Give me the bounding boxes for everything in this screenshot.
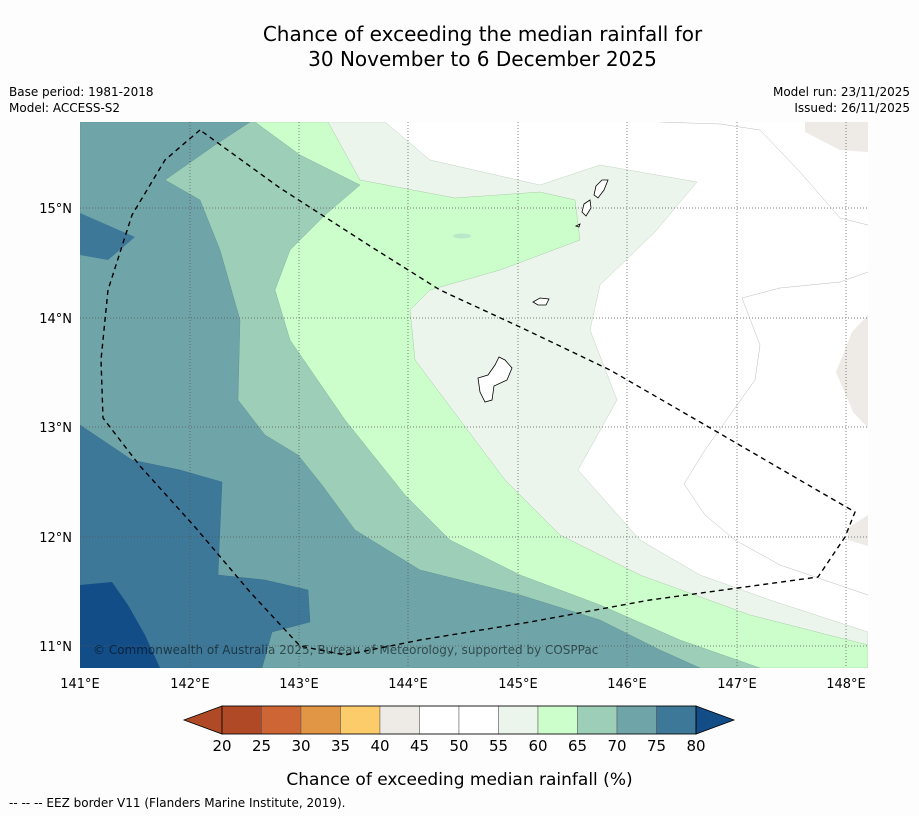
map-panel: © Commonwealth of Australia 2025, Bureau… xyxy=(80,122,868,668)
lon-tick-146: 146°E xyxy=(607,677,647,692)
lon-tick-141: 141°E xyxy=(60,677,100,692)
longitude-labels: 141°E 142°E 143°E 144°E 145°E 146°E 147°… xyxy=(60,677,866,692)
lon-tick-143: 143°E xyxy=(279,677,319,692)
colorbar-tick-35: 35 xyxy=(331,737,350,755)
lat-tick-12: 12°N xyxy=(39,531,72,546)
island-tinian xyxy=(581,199,592,217)
lon-tick-142: 142°E xyxy=(170,677,210,692)
colorbar: 20 25 30 35 40 45 50 55 60 65 70 75 80 xyxy=(182,705,736,755)
meta-left: Base period: 1981-2018 Model: ACCESS-S2 xyxy=(9,84,154,116)
island-guam xyxy=(477,356,513,403)
band-40-45-se xyxy=(848,515,868,546)
colorbar-segment-20-25 xyxy=(221,705,262,735)
model-run: Model run: 23/11/2025 xyxy=(772,85,910,99)
colorbar-tick-80: 80 xyxy=(686,737,705,755)
island-rota xyxy=(532,297,550,306)
copyright-notice: © Commonwealth of Australia 2025, Bureau… xyxy=(93,643,598,657)
eez-legend-footnote: -- -- -- EEZ border V11 (Flanders Marine… xyxy=(9,796,346,810)
issued-date: Issued: 26/11/2025 xyxy=(794,101,910,115)
colorbar-tick-20: 20 xyxy=(212,737,231,755)
colorbar-tick-40: 40 xyxy=(370,737,389,755)
colorbar-extend-high xyxy=(695,705,736,735)
lat-tick-13: 13°N xyxy=(39,421,72,436)
colorbar-tick-70: 70 xyxy=(607,737,626,755)
band-75-80 xyxy=(80,424,311,668)
colorbar-tick-60: 60 xyxy=(528,737,547,755)
lat-tick-11: 11°N xyxy=(39,640,72,655)
base-period: Base period: 1981-2018 xyxy=(9,85,154,99)
lon-tick-145: 145°E xyxy=(498,677,538,692)
band-40-45-e xyxy=(836,315,868,428)
island-aguijan xyxy=(574,223,581,228)
model-name: Model: ACCESS-S2 xyxy=(9,101,121,115)
lat-tick-14: 14°N xyxy=(39,312,72,327)
colorbar-segment-60-65 xyxy=(537,705,578,735)
colorbar-segment-35-40 xyxy=(340,705,381,735)
colorbar-extend-low xyxy=(182,705,223,735)
colorbar-tick-30: 30 xyxy=(291,737,310,755)
colorbar-tick-55: 55 xyxy=(489,737,508,755)
colorbar-segment-40-45 xyxy=(379,705,420,735)
colorbar-tick-25: 25 xyxy=(252,737,271,755)
colorbar-segment-55-60 xyxy=(498,705,539,735)
graticule xyxy=(80,122,868,668)
lon-tick-147: 147°E xyxy=(717,677,757,692)
band-40-45-ne xyxy=(805,122,868,152)
contour-line-1 xyxy=(659,122,868,226)
band-60-65-blob xyxy=(453,233,471,239)
band-above-80 xyxy=(80,582,160,668)
colorbar-outline xyxy=(221,705,697,735)
colorbar-segment-65-70 xyxy=(577,705,618,735)
map-title: Chance of exceeding the median rainfall … xyxy=(0,22,919,72)
title-line-1: Chance of exceeding the median rainfall … xyxy=(262,22,703,46)
island-saipan xyxy=(593,179,609,199)
colorbar-segment-45-50 xyxy=(419,705,460,735)
band-70-75 xyxy=(80,122,701,668)
contour-line-2 xyxy=(683,271,868,596)
colorbar-label: Chance of exceeding median rainfall (%) xyxy=(286,770,633,790)
coastline-icon xyxy=(477,179,609,403)
colorbar-tick-75: 75 xyxy=(647,737,666,755)
lon-tick-144: 144°E xyxy=(388,677,428,692)
colorbar-tick-45: 45 xyxy=(410,737,429,755)
meta-right: Model run: 23/11/2025 Issued: 26/11/2025 xyxy=(773,84,910,116)
latitude-labels: 15°N 14°N 13°N 12°N 11°N xyxy=(39,202,72,655)
title-line-2: 30 November to 6 December 2025 xyxy=(308,47,657,71)
colorbar-tick-50: 50 xyxy=(449,737,468,755)
eez-border-line xyxy=(100,129,856,656)
colorbar-segment-30-35 xyxy=(300,705,341,735)
colorbar-segment-70-75 xyxy=(616,705,657,735)
colorbar-segment-25-30 xyxy=(261,705,302,735)
lon-tick-148: 148°E xyxy=(826,677,866,692)
colorbar-tick-65: 65 xyxy=(568,737,587,755)
colorbar-segment-50-55 xyxy=(458,705,499,735)
lat-tick-15: 15°N xyxy=(39,202,72,217)
colorbar-segment-75-80 xyxy=(656,705,697,735)
